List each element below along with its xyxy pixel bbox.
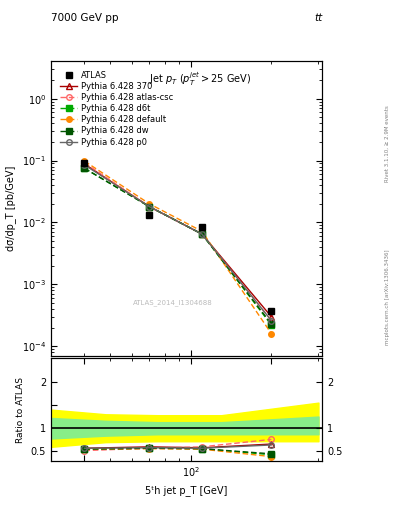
Pythia 6.428 d6t [269, 322, 274, 328]
Line: Pythia 6.428 dw: Pythia 6.428 dw [82, 165, 274, 327]
Pythia 6.428 default [82, 158, 87, 164]
Text: ATLAS_2014_I1304688: ATLAS_2014_I1304688 [133, 300, 213, 306]
Pythia 6.428 dw [200, 231, 204, 237]
Line: Pythia 6.428 370: Pythia 6.428 370 [82, 161, 274, 319]
Pythia 6.428 default [147, 201, 152, 207]
Pythia 6.428 dw [269, 321, 274, 327]
Pythia 6.428 dw [82, 165, 87, 172]
Pythia 6.428 dw [147, 204, 152, 210]
Pythia 6.428 d6t [82, 165, 87, 172]
ATLAS [200, 224, 204, 230]
Pythia 6.428 atlas-csc [82, 160, 87, 166]
Pythia 6.428 atlas-csc [200, 231, 204, 237]
Pythia 6.428 p0 [200, 231, 204, 237]
Pythia 6.428 p0 [269, 317, 274, 324]
Pythia 6.428 370 [269, 314, 274, 320]
Pythia 6.428 370 [82, 161, 87, 167]
Text: Jet $p_T$ ($p_T^{jet}$$>$25 GeV): Jet $p_T$ ($p_T^{jet}$$>$25 GeV) [149, 70, 252, 88]
Line: Pythia 6.428 default: Pythia 6.428 default [82, 158, 274, 336]
Text: tt: tt [314, 13, 322, 23]
Line: Pythia 6.428 atlas-csc: Pythia 6.428 atlas-csc [82, 160, 274, 324]
ATLAS [82, 160, 87, 166]
Line: Pythia 6.428 p0: Pythia 6.428 p0 [82, 162, 274, 324]
Pythia 6.428 atlas-csc [147, 204, 152, 210]
Pythia 6.428 370 [147, 204, 152, 210]
ATLAS [269, 308, 274, 314]
Y-axis label: Ratio to ATLAS: Ratio to ATLAS [16, 377, 25, 442]
X-axis label: 5ᵗh jet p_T [GeV]: 5ᵗh jet p_T [GeV] [145, 485, 228, 496]
Pythia 6.428 p0 [82, 162, 87, 168]
Text: mcplots.cern.ch [arXiv:1306.3436]: mcplots.cern.ch [arXiv:1306.3436] [385, 249, 389, 345]
Pythia 6.428 default [200, 228, 204, 234]
Pythia 6.428 d6t [200, 231, 204, 237]
Pythia 6.428 370 [200, 231, 204, 237]
Line: Pythia 6.428 d6t: Pythia 6.428 d6t [82, 165, 274, 328]
Legend: ATLAS, Pythia 6.428 370, Pythia 6.428 atlas-csc, Pythia 6.428 d6t, Pythia 6.428 : ATLAS, Pythia 6.428 370, Pythia 6.428 at… [58, 69, 176, 149]
Pythia 6.428 default [269, 331, 274, 337]
Pythia 6.428 atlas-csc [269, 317, 274, 324]
Y-axis label: dσ/dp_T [pb/GeV]: dσ/dp_T [pb/GeV] [6, 166, 17, 251]
ATLAS [147, 212, 152, 219]
Line: ATLAS: ATLAS [81, 160, 275, 314]
Pythia 6.428 p0 [147, 204, 152, 210]
Text: Rivet 3.1.10, ≥ 2.9M events: Rivet 3.1.10, ≥ 2.9M events [385, 105, 389, 182]
Pythia 6.428 d6t [147, 204, 152, 210]
Text: 7000 GeV pp: 7000 GeV pp [51, 13, 119, 23]
